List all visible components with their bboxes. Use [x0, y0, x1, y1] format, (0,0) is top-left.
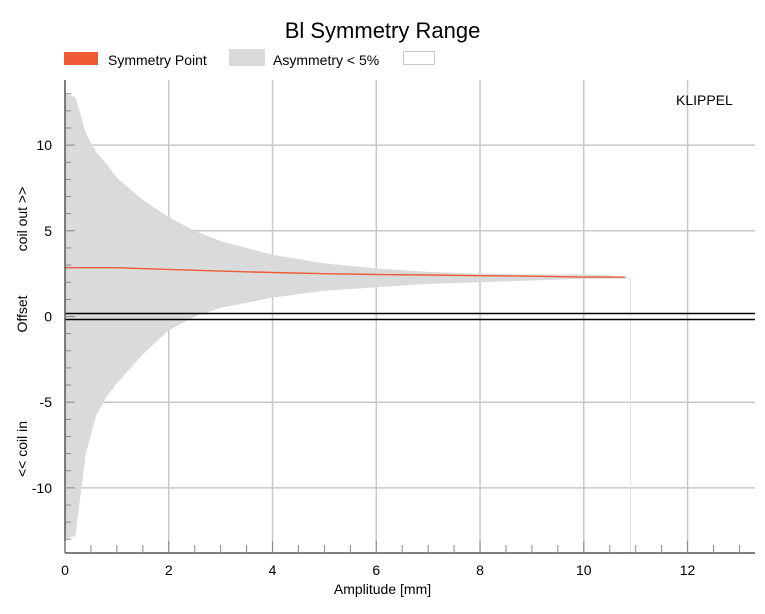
y-tick-label: 5	[44, 223, 52, 239]
x-tick-label: 0	[61, 562, 69, 578]
x-tick-label: 10	[576, 562, 592, 578]
ylabel-coil-in: << coil in	[14, 420, 30, 478]
ylabel-offset: Offset	[14, 295, 30, 333]
y-tick-label: -5	[40, 394, 53, 410]
ylabel-coil-out: coil out >>	[14, 186, 30, 252]
y-tick-label: 10	[36, 137, 52, 153]
x-tick-label: 6	[372, 562, 380, 578]
legend-swatch-symmetry-point	[64, 52, 98, 65]
chart-title: Bl Symmetry Range	[284, 18, 481, 43]
x-tick-label: 12	[680, 562, 696, 578]
y-tick-label: -10	[32, 480, 52, 496]
x-tick-label: 8	[476, 562, 484, 578]
legend-label-symmetry-point: Symmetry Point	[108, 52, 207, 68]
legend-label-asymmetry: Asymmetry < 5%	[273, 52, 380, 68]
x-tick-label: 4	[269, 562, 277, 578]
legend-swatch-asymmetry	[229, 49, 265, 66]
symmetry-point-line	[65, 267, 626, 278]
asymmetry-band	[65, 93, 631, 540]
legend-swatch-empty	[403, 51, 435, 65]
y-tick-label: 0	[44, 309, 52, 325]
legend: Symmetry Point Asymmetry < 5%	[0, 0, 765, 80]
x-axis-title: Amplitude [mm]	[333, 581, 432, 597]
x-tick-label: 2	[165, 562, 173, 578]
brand-label: KLIPPEL	[676, 92, 733, 108]
